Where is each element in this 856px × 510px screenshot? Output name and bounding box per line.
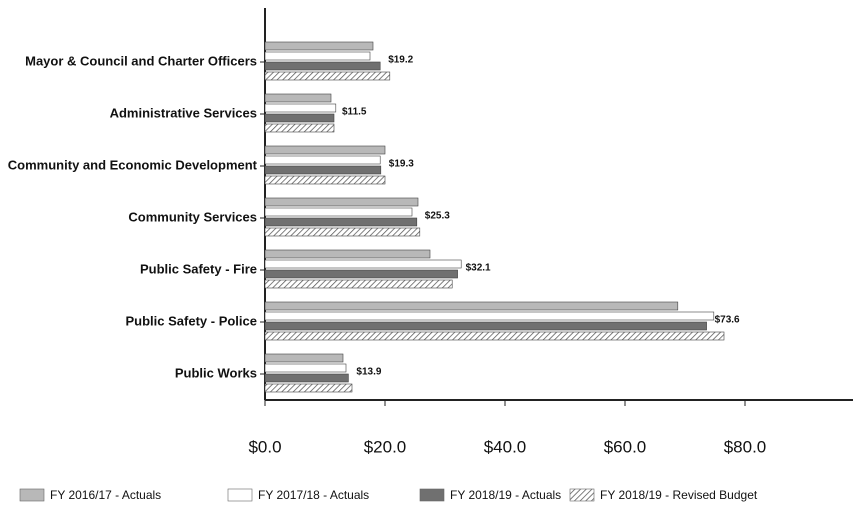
bar — [264, 93, 332, 103]
x-tick-label: $0.0 — [248, 437, 281, 456]
value-label: $32.1 — [466, 263, 491, 274]
value-label: $11.5 — [342, 107, 367, 118]
bar — [264, 249, 431, 259]
bar — [264, 363, 347, 373]
bar — [264, 51, 371, 61]
category-label: Community and Economic Development — [8, 157, 258, 172]
legend-swatch — [419, 488, 445, 502]
category-label: Public Safety - Fire — [140, 261, 257, 276]
x-tick-label: $40.0 — [484, 437, 527, 456]
value-label: $13.9 — [356, 367, 381, 378]
bar — [264, 103, 337, 113]
bar — [264, 227, 421, 237]
bar — [264, 311, 715, 321]
legend-swatch — [569, 488, 595, 502]
bar — [264, 123, 335, 133]
bar — [264, 269, 458, 279]
bar — [264, 217, 418, 227]
bar — [264, 279, 453, 289]
bar — [264, 321, 707, 331]
x-tick-label: $60.0 — [604, 437, 647, 456]
legend-label: FY 2018/19 - Revised Budget — [600, 488, 758, 502]
bar — [264, 353, 344, 363]
bar — [264, 155, 381, 165]
category-label: Public Works — [175, 365, 257, 380]
bar — [264, 259, 462, 269]
x-tick-label: $20.0 — [364, 437, 407, 456]
bar — [264, 373, 349, 383]
value-label: $19.3 — [389, 159, 414, 170]
legend-swatch — [227, 488, 253, 502]
bar — [264, 331, 725, 341]
bar — [264, 61, 381, 71]
value-label: $73.6 — [715, 315, 740, 326]
bar — [264, 113, 335, 123]
legend-swatch — [19, 488, 45, 502]
legend-label: FY 2016/17 - Actuals — [50, 488, 161, 502]
category-label: Community Services — [128, 209, 257, 224]
bar — [264, 383, 353, 393]
bar — [264, 207, 413, 217]
x-tick-label: $80.0 — [724, 437, 767, 456]
bar — [264, 175, 386, 185]
bar — [264, 301, 679, 311]
legend-label: FY 2018/19 - Actuals — [450, 488, 561, 502]
bar — [264, 197, 419, 207]
category-label: Mayor & Council and Charter Officers — [25, 53, 257, 68]
bar — [264, 71, 391, 81]
bar — [264, 145, 386, 155]
bar — [264, 165, 382, 175]
category-label: Administrative Services — [110, 105, 257, 120]
legend-label: FY 2017/18 - Actuals — [258, 488, 369, 502]
value-label: $25.3 — [425, 211, 450, 222]
value-label: $19.2 — [388, 55, 413, 66]
category-label: Public Safety - Police — [126, 313, 258, 328]
bar — [264, 41, 374, 51]
